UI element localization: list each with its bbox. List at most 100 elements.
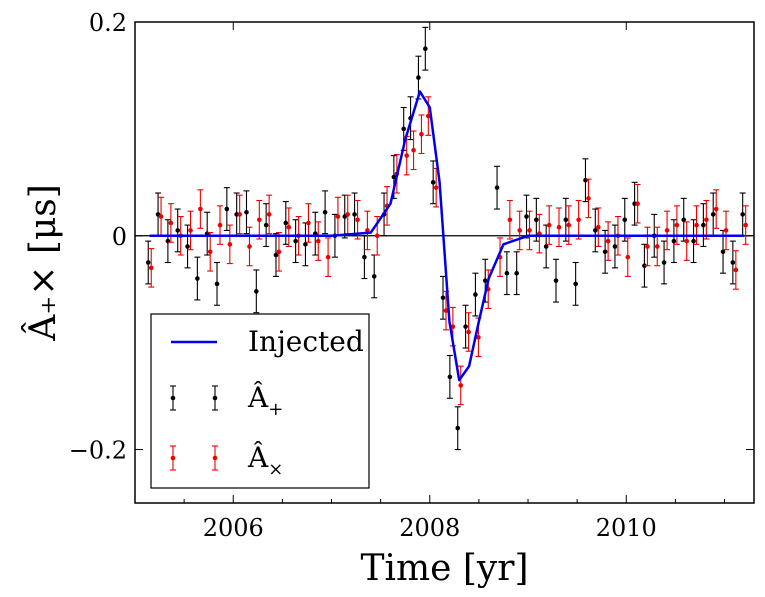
- data-point: [247, 244, 252, 249]
- data-point: [605, 238, 611, 244]
- data-point: [556, 224, 562, 230]
- data-point: [664, 228, 670, 233]
- data-point: [404, 153, 409, 158]
- data-point: [416, 75, 421, 80]
- data-point: [476, 335, 481, 340]
- legend-label-subscript: ×: [268, 459, 283, 480]
- x-axis-label: Time [yr]: [360, 548, 528, 589]
- data-point: [145, 260, 151, 265]
- data-point: [504, 270, 510, 276]
- data-point: [704, 217, 709, 223]
- data-point: [207, 249, 213, 255]
- data-point: [458, 383, 464, 388]
- data-point: [423, 46, 428, 52]
- data-point: [671, 238, 677, 244]
- y-axis-label: Â₊× [μs]: [22, 184, 64, 342]
- data-point: [315, 238, 321, 244]
- data-point: [158, 214, 164, 219]
- tick-labels: 2006 2008 2010 0.2 0 −0.2: [69, 9, 657, 542]
- plot-frame: [134, 21, 755, 504]
- data-point: [188, 228, 193, 233]
- data-point: [175, 228, 181, 233]
- data-point: [352, 212, 357, 217]
- data-point: [443, 308, 449, 313]
- data-point: [661, 260, 667, 265]
- data-point: [214, 281, 220, 287]
- data-point: [517, 228, 522, 233]
- data-point: [482, 278, 488, 283]
- data-point: [514, 270, 519, 276]
- data-point: [507, 217, 513, 223]
- data-point: [674, 222, 680, 228]
- data-point: [168, 220, 174, 226]
- data-point: [433, 185, 439, 190]
- data-point: [322, 209, 328, 215]
- data-point: [455, 425, 461, 431]
- data-point: [576, 217, 581, 223]
- data-point: [257, 217, 262, 223]
- data-point: [546, 222, 552, 228]
- data-point: [612, 244, 618, 249]
- data-point: [553, 278, 559, 283]
- x-tick-label: 2006: [203, 514, 264, 542]
- data-point: [543, 244, 549, 249]
- data-point: [374, 233, 380, 239]
- data-point: [371, 274, 377, 279]
- data-point: [573, 281, 578, 287]
- y-tick-label: 0: [112, 223, 127, 251]
- data-point: [263, 222, 269, 228]
- data-point: [411, 147, 416, 153]
- legend-item-Injected: Injected: [171, 325, 364, 358]
- injected-line: [149, 90, 745, 382]
- data-point: [391, 174, 397, 180]
- legend-swatch-point: [212, 455, 218, 461]
- data-point: [266, 212, 272, 217]
- x-tick-label: 2010: [596, 514, 657, 542]
- data-point: [592, 228, 598, 233]
- data-point: [440, 295, 446, 301]
- data-point: [195, 276, 200, 281]
- data-point: [362, 254, 367, 260]
- y-tick-label: −0.2: [69, 437, 127, 465]
- data-point: [625, 254, 631, 260]
- legend-label-subscript: +: [268, 399, 283, 420]
- data-point: [345, 212, 351, 217]
- data-point: [325, 254, 331, 260]
- x-tick-label: 2008: [399, 514, 460, 542]
- data-point: [148, 265, 154, 271]
- legend-label: Injected: [248, 325, 364, 358]
- y-tick-label: 0.2: [89, 9, 127, 37]
- data-point: [602, 249, 608, 255]
- legend-swatch-point: [170, 395, 176, 401]
- data-point: [244, 209, 249, 215]
- data-point: [494, 185, 500, 190]
- data-point: [645, 244, 650, 249]
- data-point: [185, 244, 190, 249]
- data-point: [473, 292, 478, 297]
- data-point: [198, 206, 203, 212]
- data-point: [335, 214, 341, 219]
- data-point: [466, 329, 471, 335]
- data-point: [224, 206, 230, 212]
- data-point: [681, 217, 687, 223]
- data-point: [563, 217, 569, 223]
- data-point: [254, 289, 259, 294]
- axis-ticks: [135, 21, 754, 503]
- data-point: [635, 201, 640, 207]
- data-point: [710, 212, 716, 217]
- data-point: [303, 242, 308, 247]
- data-point: [430, 180, 436, 185]
- legend-swatch-point: [212, 395, 218, 401]
- data-point: [684, 238, 690, 244]
- data-point: [237, 212, 242, 217]
- data-point: [401, 126, 406, 132]
- data-point: [654, 244, 660, 249]
- data-point: [733, 267, 739, 273]
- data-point: [720, 249, 726, 255]
- data-point: [419, 131, 424, 137]
- data-point: [740, 212, 745, 217]
- legend-swatch-point: [170, 455, 176, 461]
- data-point: [701, 222, 706, 228]
